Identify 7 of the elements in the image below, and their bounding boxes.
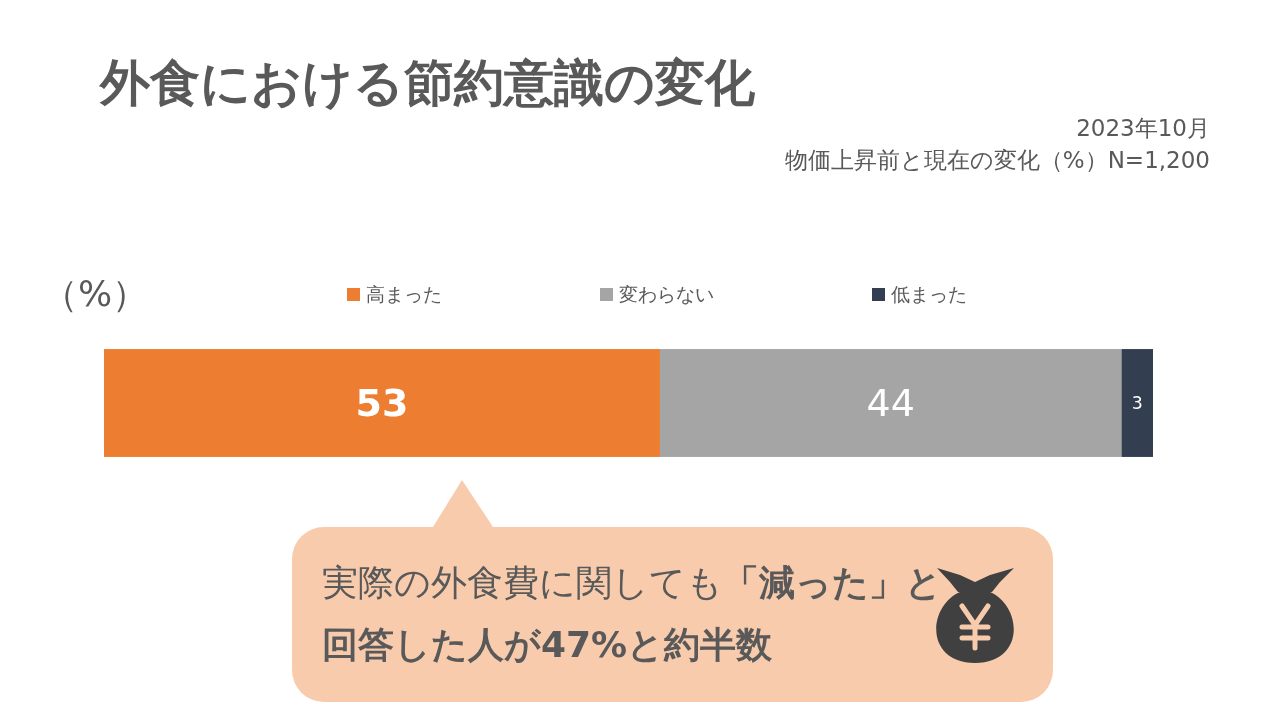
legend-label: 低まった	[891, 283, 967, 305]
axis-label: （%）	[42, 273, 149, 314]
callout-text: 実際の外食費に関しても「減った」と回答した人が47%と約半数	[322, 561, 943, 667]
legend-label: 変わらない	[619, 283, 714, 305]
title: 外食における節約意識の変化	[100, 54, 755, 112]
legend: 高まった 変わらない 低まった	[347, 283, 967, 305]
legend-label: 高まった	[366, 283, 442, 305]
